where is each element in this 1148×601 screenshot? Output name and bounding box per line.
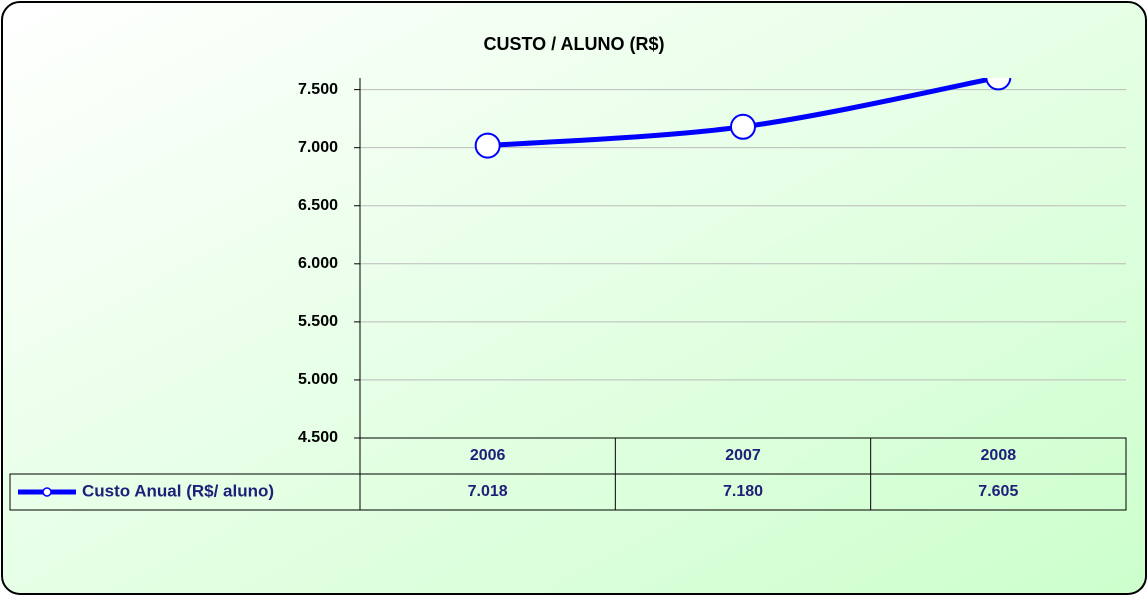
y-tick-label: 5.000: [298, 371, 338, 388]
plot-area: [474, 78, 1012, 159]
marker: [730, 113, 756, 140]
chart-title: CUSTO / ALUNO (R$): [483, 34, 664, 54]
table-value: 7.180: [723, 483, 763, 500]
legend-marker: [42, 487, 52, 497]
legend-label: Custo Anual (R$/ aluno): [82, 481, 274, 500]
y-tick-label: 4.500: [298, 429, 338, 446]
y-tick-label: 5.500: [298, 313, 338, 330]
y-tick-label: 7.000: [298, 139, 338, 156]
marker: [474, 132, 501, 159]
y-tick-label: 6.000: [298, 255, 338, 272]
x-tick-label: 2006: [470, 447, 506, 464]
x-tick-label: 2007: [725, 447, 761, 464]
table-value: 7.018: [468, 483, 508, 500]
marker: [985, 78, 1012, 91]
table-value: 7.605: [978, 483, 1018, 500]
x-tick-label: 2008: [981, 447, 1017, 464]
y-tick-label: 7.500: [298, 81, 338, 98]
y-tick-label: 6.500: [298, 197, 338, 214]
